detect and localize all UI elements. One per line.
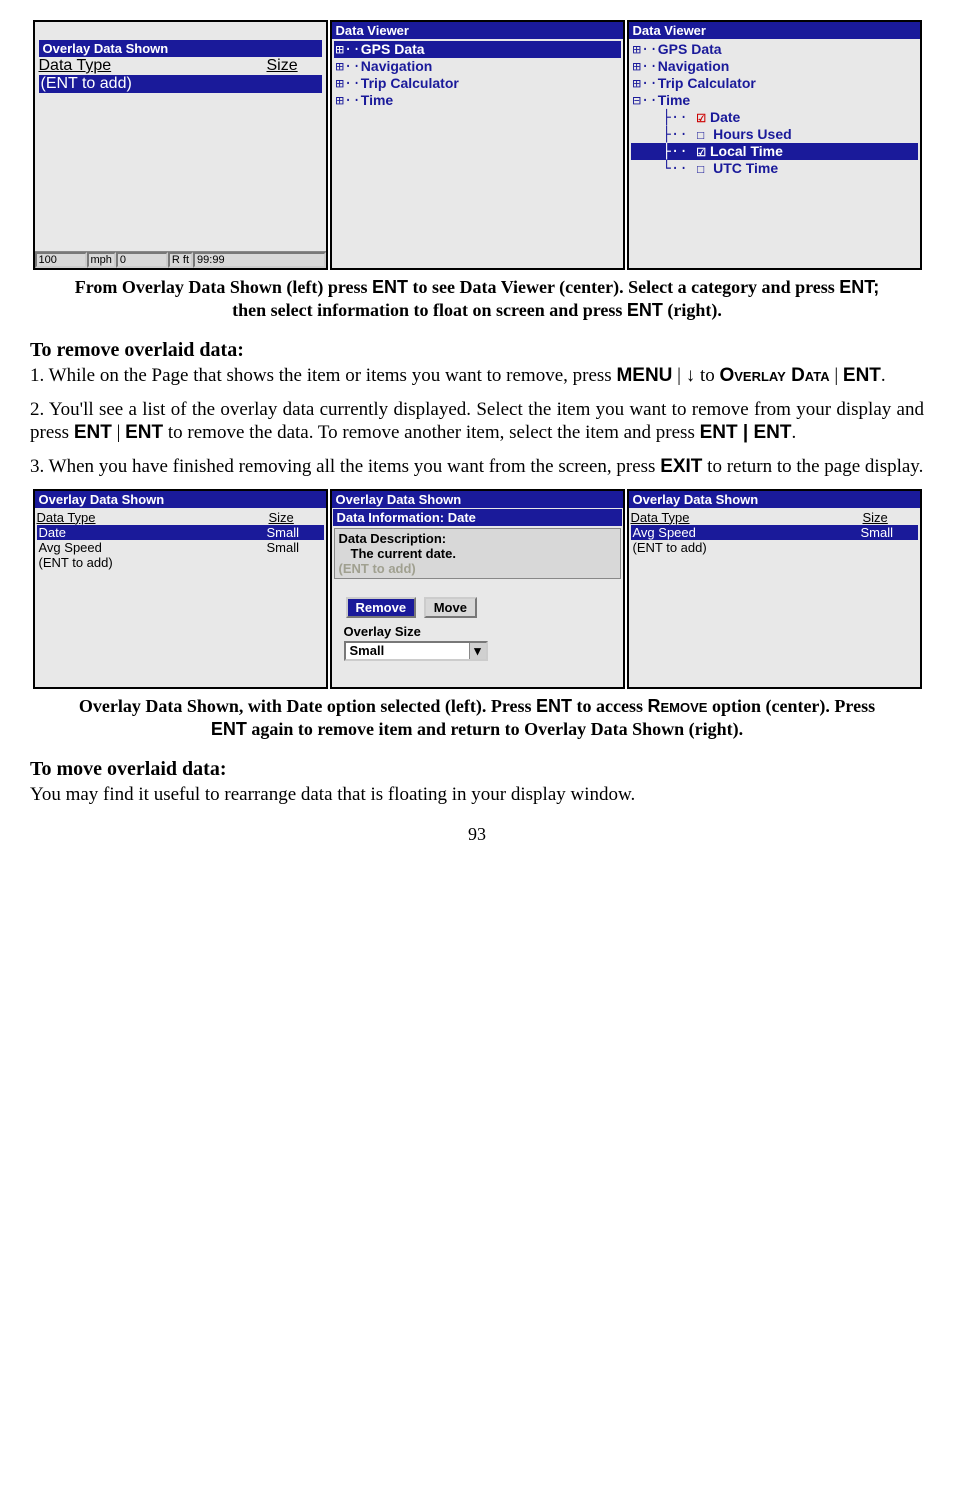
figure-1-caption: From Overlay Data Shown (left) press ENT… <box>60 276 894 323</box>
move-step-1: You may find it useful to rearrange data… <box>30 783 924 807</box>
checked-icon: ☑ <box>696 147 706 159</box>
remove-step-1: 1. While on the Page that shows the item… <box>30 364 924 388</box>
list-row-avgspeed[interactable]: Avg Speed Small <box>631 525 918 540</box>
ent-to-add[interactable]: (ENT to add) <box>631 540 918 555</box>
tree-item-trip[interactable]: ⊞··Trip Calculator <box>631 75 918 92</box>
list-header: Data Type Size <box>39 57 322 75</box>
tree-item-nav[interactable]: ⊞··Navigation <box>631 58 918 75</box>
panel-title: Overlay Data Shown <box>629 491 920 508</box>
panel-title: Data Viewer <box>629 22 920 39</box>
section-move-head: To move overlaid data: <box>30 758 924 781</box>
tree-child-local[interactable]: ├·· ☑ Local Time <box>631 143 918 160</box>
panel-title: Data Viewer <box>332 22 623 39</box>
ent-to-add[interactable]: (ENT to add) <box>37 555 324 570</box>
data-description-box: Data Description: The current date. (ENT… <box>334 528 621 579</box>
tree-item-time[interactable]: ⊟··Time <box>631 92 918 109</box>
remove-button[interactable]: Remove <box>346 597 417 618</box>
figure-1-row: Overlay Data Shown Data Type Size (ENT t… <box>30 20 924 270</box>
tree-item-gps[interactable]: ⊞··GPS Data <box>631 41 918 58</box>
list-header: Data Type Size <box>37 510 324 525</box>
overlay-size-dropdown[interactable]: Small ▾ <box>344 641 488 661</box>
overlay-size-label: Overlay Size <box>332 620 623 639</box>
ent-to-add[interactable]: (ENT to add) <box>39 75 322 93</box>
page-number: 93 <box>30 824 924 845</box>
status-bar: 100 mph 0 R ft 99:99 <box>35 251 326 268</box>
remove-step-3: 3. When you have finished removing all t… <box>30 455 924 479</box>
section-remove-head: To remove overlaid data: <box>30 339 924 362</box>
move-button[interactable]: Move <box>424 597 477 618</box>
tree-item-gps[interactable]: ⊞··GPS Data <box>334 41 621 58</box>
tree-item-time[interactable]: ⊞··Time <box>334 92 621 109</box>
panel-title: Overlay Data Shown <box>35 491 326 508</box>
list-header: Data Type Size <box>631 510 918 525</box>
panel-title: Overlay Data Shown <box>332 491 623 508</box>
overlay-data-panel-right-2: Overlay Data Shown Data Type Size Avg Sp… <box>627 489 922 689</box>
tree-item-trip[interactable]: ⊞··Trip Calculator <box>334 75 621 92</box>
figure-2-row: Overlay Data Shown Data Type Size Date S… <box>30 489 924 689</box>
data-viewer-right: Data Viewer ⊞··GPS Data ⊞··Navigation ⊞·… <box>627 20 922 270</box>
data-viewer-center: Data Viewer ⊞··GPS Data ⊞··Navigation ⊞·… <box>330 20 625 270</box>
checked-icon: ☑ <box>696 113 706 125</box>
list-row-date[interactable]: Date Small <box>37 525 324 540</box>
chevron-down-icon: ▾ <box>469 643 486 659</box>
tree-child-date[interactable]: ├·· ☑ Date <box>631 109 918 126</box>
list-row-avgspeed[interactable]: Avg Speed Small <box>37 540 324 555</box>
overlay-data-panel-left: Overlay Data Shown Data Type Size (ENT t… <box>33 20 328 270</box>
overlay-data-panel-center-2: Overlay Data Shown Data Information: Dat… <box>330 489 625 689</box>
data-info-title: Data Information: Date <box>333 509 622 526</box>
panel-title: Overlay Data Shown <box>39 40 322 57</box>
figure-2-caption: Overlay Data Shown, with Date option sel… <box>60 695 894 742</box>
overlay-data-panel-left-2: Overlay Data Shown Data Type Size Date S… <box>33 489 328 689</box>
tree-child-hours[interactable]: ├·· ☐ Hours Used <box>631 126 918 143</box>
remove-step-2: 2. You'll see a list of the overlay data… <box>30 398 924 446</box>
tree-child-utc[interactable]: └·· ☐ UTC Time <box>631 160 918 177</box>
tree-item-nav[interactable]: ⊞··Navigation <box>334 58 621 75</box>
